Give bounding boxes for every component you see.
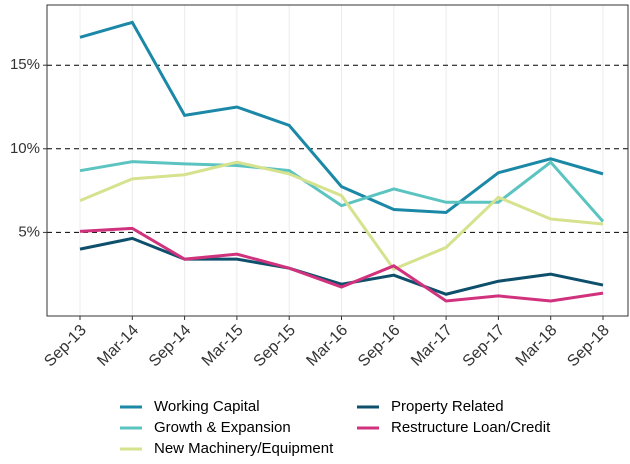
legend-label: Property Related <box>391 398 504 415</box>
x-tick-label: Mar-14 <box>94 322 142 370</box>
line-series <box>79 236 604 296</box>
line-series <box>79 20 604 215</box>
plot-border <box>46 4 629 317</box>
legend-label: Restructure Loan/Credit <box>391 419 551 436</box>
line-series <box>79 226 604 303</box>
x-tick-label: Mar-18 <box>513 322 561 370</box>
legend-label: Working Capital <box>154 398 260 415</box>
x-tick-label: Mar-15 <box>199 322 247 370</box>
plot-background <box>47 5 628 316</box>
legend-label: Growth & Expansion <box>154 419 291 436</box>
line-series <box>79 160 605 223</box>
y-tick-label: 10% <box>10 140 40 157</box>
y-tick-label: 5% <box>18 223 40 240</box>
line-series <box>79 160 604 272</box>
x-tick-label: Sep-15 <box>251 322 300 371</box>
x-tick-label: Sep-13 <box>41 322 90 371</box>
x-tick-label: Sep-14 <box>146 322 195 371</box>
x-tick-label: Sep-16 <box>355 322 404 371</box>
x-tick-label: Mar-17 <box>408 322 456 370</box>
y-tick-label: 15% <box>10 56 40 73</box>
x-tick-label: Mar-16 <box>303 322 351 370</box>
legend-label: New Machinery/Equipment <box>154 440 334 457</box>
x-tick-label: Sep-17 <box>460 322 509 371</box>
x-tick-label: Sep-18 <box>564 322 613 371</box>
